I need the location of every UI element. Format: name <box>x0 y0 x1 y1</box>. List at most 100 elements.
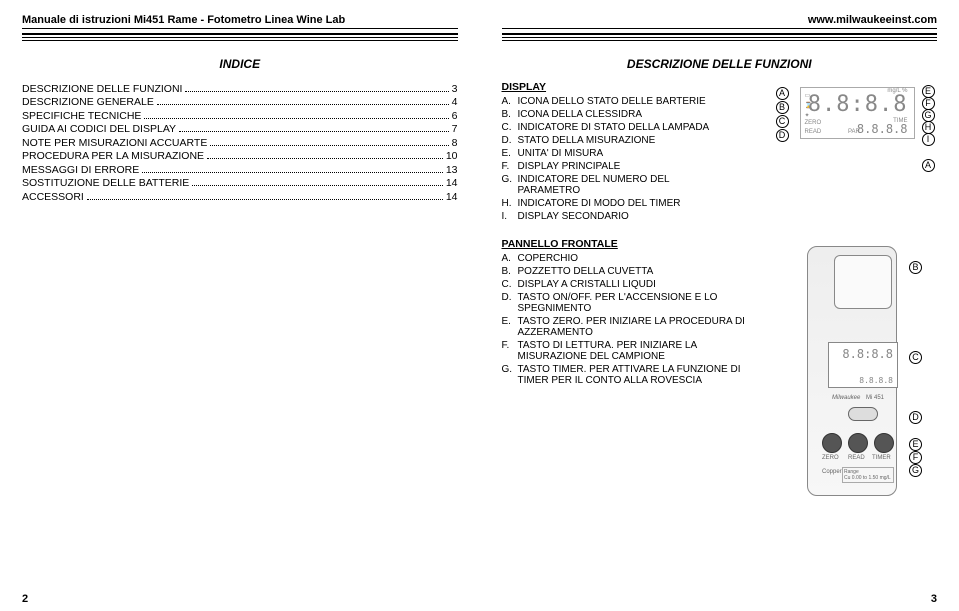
device-btn-zero-label: ZERO <box>822 455 839 461</box>
device-body: 8.8:8.8 8.8.8.8 Milwaukee Mi 451 ZERO RE… <box>807 246 897 496</box>
callout-A: A <box>776 87 789 100</box>
header-rules-right <box>502 33 938 43</box>
device-diagram: 8.8:8.8 8.8.8.8 Milwaukee Mi 451 ZERO RE… <box>797 246 907 496</box>
display-item: C.INDICATORE DI STATO DELLA LAMPADA <box>502 122 732 133</box>
device-btn-read-label: READ <box>848 455 865 461</box>
display-item-key: A. <box>502 96 518 107</box>
page-spread: Manuale di istruzioni Mi451 Rame - Fotom… <box>0 0 959 611</box>
device-screen: 8.8:8.8 8.8.8.8 <box>828 342 898 388</box>
toc-row: PROCEDURA PER LA MISURAZIONE 10 <box>22 150 458 162</box>
panel-item-key: F. <box>502 340 518 362</box>
device-btn-read <box>848 433 868 453</box>
device-onoff <box>848 407 878 421</box>
panel-item-text: TASTO ZERO. PER INIZIARE LA PROCEDURA DI… <box>518 316 758 338</box>
toc-label: NOTE PER MISURAZIONI ACCUARTE <box>22 137 207 149</box>
display-item-key: B. <box>502 109 518 120</box>
page-number-right: 3 <box>931 593 937 605</box>
panel-item: B.POZZETTO DELLA CUVETTA <box>502 266 758 277</box>
toc-row: SOSTITUZIONE DELLE BATTERIE14 <box>22 177 458 189</box>
toc-row: NOTE PER MISURAZIONI ACCUARTE8 <box>22 137 458 149</box>
toc-dots <box>87 199 443 200</box>
callout-C: C <box>776 115 789 128</box>
toc-title: INDICE <box>22 57 458 71</box>
display-item-key: C. <box>502 122 518 133</box>
toc-label: ACCESSORI <box>22 191 84 203</box>
device-model: Mi 451 <box>866 395 884 401</box>
panel-item: A.COPERCHIO <box>502 253 758 264</box>
toc-page: 14 <box>446 191 458 203</box>
toc-label: GUIDA AI CODICI DEL DISPLAY <box>22 123 176 135</box>
panel-item-text: POZZETTO DELLA CUVETTA <box>518 266 758 277</box>
panel-item-key: E. <box>502 316 518 338</box>
device-btn-zero <box>822 433 842 453</box>
toc: DESCRIZIONE DELLE FUNZIONI3DESCRIZIONE G… <box>22 81 458 204</box>
display-item-text: STATO DELLA MISURAZIONE <box>518 135 732 146</box>
device-screen-main: 8.8:8.8 <box>842 347 893 361</box>
lcd-secondary: 8.8.8.8 <box>857 122 908 136</box>
display-item: B.ICONA DELLA CLESSIDRA <box>502 109 732 120</box>
panel-item-text: TASTO ON/OFF. PER L'ACCENSIONE E LO SPEG… <box>518 292 758 314</box>
panel-item: E.TASTO ZERO. PER INIZIARE LA PROCEDURA … <box>502 316 758 338</box>
device-callout-G: G <box>909 464 922 477</box>
display-item: G.INDICATORE DEL NUMERO DEL PARAMETRO <box>502 174 732 196</box>
callout-D: D <box>776 129 789 142</box>
callout-I: I <box>922 133 935 146</box>
toc-dots <box>192 185 443 186</box>
display-figure: ▭ ⌛ ✦ mg/L % 8.8:8.8 ZERO READ PAR. TIME… <box>767 81 937 224</box>
toc-page: 6 <box>452 110 458 122</box>
lcd-read: READ <box>805 129 822 135</box>
panel-item-key: D. <box>502 292 518 314</box>
device-brand: Milwaukee <box>832 395 860 401</box>
toc-dots <box>144 118 448 119</box>
toc-dots <box>185 91 448 92</box>
display-item-key: I. <box>502 211 518 222</box>
panel-section: PANNELLO FRONTALE A.COPERCHIO B.POZZETTO … <box>502 238 938 496</box>
panel-item: G.TASTO TIMER. PER ATTIVARE LA FUNZIONE … <box>502 364 758 386</box>
panel-item-text: TASTO TIMER. PER ATTIVARE LA FUNZIONE DI… <box>518 364 758 386</box>
display-item-text: DISPLAY PRINCIPALE <box>518 161 732 172</box>
display-item: A.ICONA DELLO STATO DELLE BARTERIE <box>502 96 732 107</box>
display-item-key: E. <box>502 148 518 159</box>
display-item: I.DISPLAY SECONDARIO <box>502 211 732 222</box>
lcd-main: 8.8:8.8 <box>808 92 908 117</box>
panel-heading: PANNELLO FRONTALE <box>502 238 758 250</box>
display-item-key: H. <box>502 198 518 209</box>
functions-title: DESCRIZIONE DELLE FUNZIONI <box>502 57 938 71</box>
display-item-text: ICONA DELLO STATO DELLE BARTERIE <box>518 96 732 107</box>
display-item: E.UNITA' DI MISURA <box>502 148 732 159</box>
toc-label: DESCRIZIONE DELLE FUNZIONI <box>22 83 182 95</box>
device-range-box: Range Cu 0.00 to 1.50 mg/L <box>842 467 894 483</box>
left-page: Manuale di istruzioni Mi451 Rame - Fotom… <box>0 0 480 611</box>
header-rules <box>22 33 458 43</box>
header-title: Manuale di istruzioni Mi451 Rame - Fotom… <box>22 14 345 26</box>
toc-label: SOSTITUZIONE DELLE BATTERIE <box>22 177 189 189</box>
panel-item: C.DISPLAY A CRISTALLI LIQUDI <box>502 279 758 290</box>
lcd-diagram: ▭ ⌛ ✦ mg/L % 8.8:8.8 ZERO READ PAR. TIME… <box>770 81 935 176</box>
panel-item: F.TASTO DI LETTURA. PER INIZIARE LA MISU… <box>502 340 758 362</box>
callout-A-bottom: A <box>922 159 935 172</box>
display-item: F.DISPLAY PRINCIPALE <box>502 161 732 172</box>
device-cap <box>834 255 892 309</box>
display-item-key: G. <box>502 174 518 196</box>
toc-label: PROCEDURA PER LA MISURAZIONE <box>22 150 204 162</box>
toc-page: 10 <box>446 150 458 162</box>
panel-item-key: A. <box>502 253 518 264</box>
toc-dots <box>142 172 443 173</box>
display-item: D.STATO DELLA MISURAZIONE <box>502 135 732 146</box>
toc-page: 13 <box>446 164 458 176</box>
display-item-text: INDICATORE DEL NUMERO DEL PARAMETRO <box>518 174 732 196</box>
display-item-text: DISPLAY SECONDARIO <box>518 211 732 222</box>
panel-item-key: C. <box>502 279 518 290</box>
right-page: www.milwaukeeinst.com DESCRIZIONE DELLE … <box>480 0 959 611</box>
display-item-key: D. <box>502 135 518 146</box>
device-callout-C: C <box>909 351 922 364</box>
panel-item-key: B. <box>502 266 518 277</box>
toc-page: 3 <box>452 83 458 95</box>
display-text: DISPLAY A.ICONA DELLO STATO DELLE BARTER… <box>502 81 758 224</box>
display-item-text: INDICATORE DI STATO DELLA LAMPADA <box>518 122 732 133</box>
panel-item-text: TASTO DI LETTURA. PER INIZIARE LA MISURA… <box>518 340 758 362</box>
device-callout-D: D <box>909 411 922 424</box>
page-header: Manuale di istruzioni Mi451 Rame - Fotom… <box>22 14 458 29</box>
page-number-left: 2 <box>22 593 28 605</box>
toc-row: MESSAGGI DI ERRORE13 <box>22 164 458 176</box>
